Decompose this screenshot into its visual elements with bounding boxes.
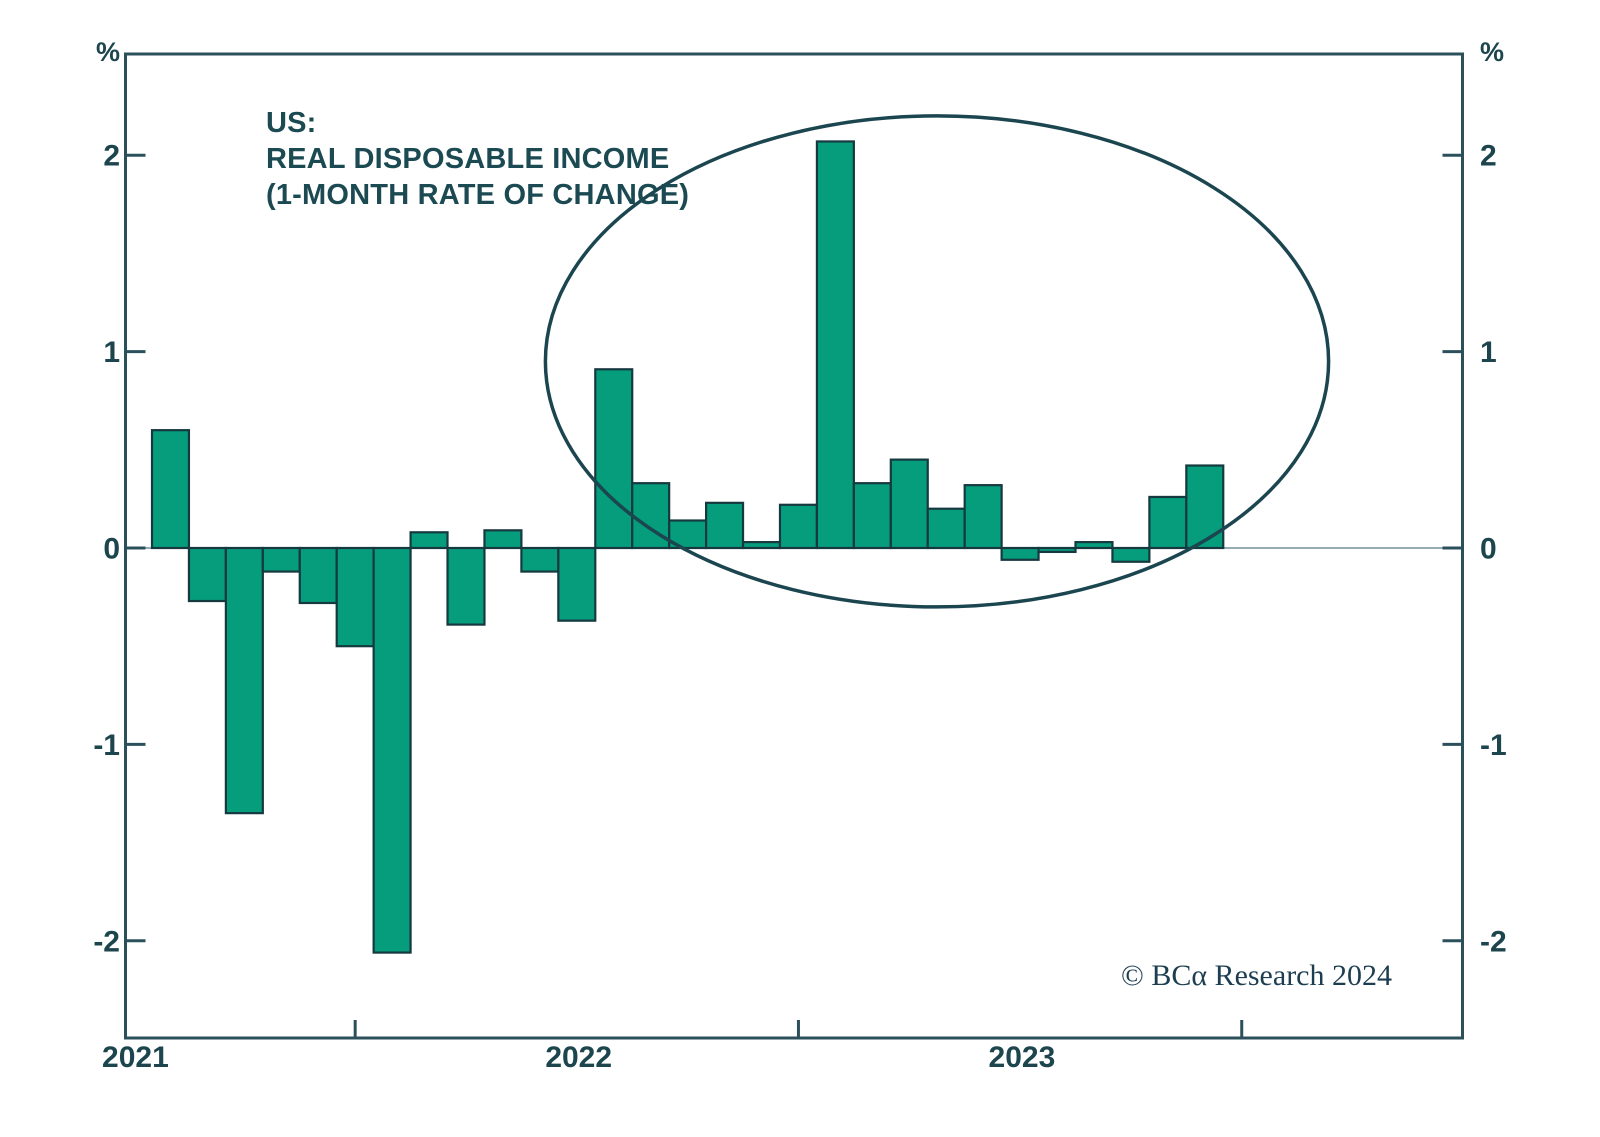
chart-title-line-3: (1-MONTH RATE OF CHANGE)	[266, 179, 689, 211]
bar-jan-2023	[1037, 546, 1077, 554]
y-axis-label-right-1: 1	[1480, 336, 1497, 369]
bar-jul-2021	[372, 546, 412, 954]
y-axis-label-right-2: 2	[1480, 140, 1497, 173]
bar-mar-2021	[224, 546, 264, 815]
y-axis-label-left-1: 1	[103, 336, 120, 369]
bar-sep-2022	[889, 458, 929, 550]
bar-aug-2022	[852, 482, 892, 550]
bar-nov-2022	[963, 484, 1003, 550]
bar-may-2023	[1185, 464, 1225, 550]
bar-apr-2021	[261, 546, 301, 573]
y-axis-label-left--1: -1	[93, 729, 120, 762]
bar-oct-2021	[483, 529, 523, 550]
bar-dec-2021	[557, 546, 597, 622]
frame-layer	[124, 52, 1464, 1040]
bar-dec-2022	[1000, 546, 1040, 561]
highlight-ellipse	[543, 114, 1331, 609]
y-axis-label-right--2: -2	[1480, 925, 1507, 958]
bar-mar-2023	[1111, 546, 1151, 563]
ticks-layer: 2 2 1 1 0 0 -1 -1 -2 -2 2021 2022 2023	[93, 140, 1506, 1074]
bar-jun-2021	[335, 546, 375, 648]
bar-jun-2022	[778, 503, 819, 550]
x-axis-label-2023: 2023	[989, 1041, 1056, 1074]
x-axis-label-2022: 2022	[545, 1041, 612, 1074]
bar-jan-2022	[594, 368, 634, 550]
bars-layer	[150, 140, 1225, 954]
bar-sep-2021	[446, 546, 486, 626]
bar-may-2022	[741, 541, 782, 550]
y-axis-label-left-2: 2	[103, 140, 120, 173]
bar-oct-2022	[926, 507, 966, 550]
y-axis-unit-label-left: %	[96, 37, 120, 67]
y-axis-label-left--2: -2	[93, 925, 120, 958]
bar-apr-2022	[704, 501, 745, 550]
chart-title-line-1: US:	[266, 107, 317, 139]
bar-apr-2023	[1148, 495, 1188, 550]
chart-title-line-2: REAL DISPOSABLE INCOME	[266, 143, 669, 175]
annotation-layer	[543, 114, 1331, 609]
bar-jan-2021	[150, 429, 191, 550]
y-axis-label-right--1: -1	[1480, 729, 1507, 762]
bar-jul-2022	[815, 140, 855, 550]
bar-may-2021	[298, 546, 338, 605]
bar-nov-2021	[520, 546, 560, 573]
plot-border	[124, 52, 1464, 1040]
x-axis-label-2021: 2021	[102, 1041, 169, 1074]
bar-feb-2021	[187, 546, 227, 603]
bar-aug-2021	[409, 531, 449, 550]
y-axis-label-right-0: 0	[1480, 533, 1497, 566]
copyright-watermark: © BCα Research 2024	[1121, 959, 1392, 992]
bar-feb-2023	[1074, 541, 1114, 550]
y-axis-label-left-0: 0	[103, 533, 120, 566]
y-axis-unit-label-right: %	[1480, 37, 1504, 67]
